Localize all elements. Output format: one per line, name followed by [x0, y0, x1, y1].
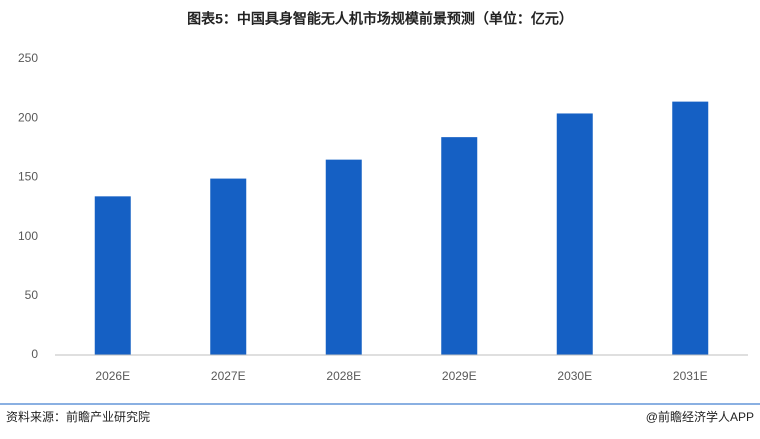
y-tick-label: 150 — [18, 170, 38, 184]
bar — [94, 196, 131, 355]
x-tick-label: 2030E — [557, 369, 592, 383]
bar — [325, 159, 362, 355]
x-tick-label: 2029E — [442, 369, 477, 383]
y-tick-label: 0 — [31, 347, 38, 361]
bar — [441, 137, 478, 355]
chart-title: 图表5：中国具身智能无人机市场规模前景预测（单位：亿元） — [187, 11, 573, 27]
y-tick-label: 50 — [25, 288, 39, 302]
x-tick-label: 2028E — [326, 369, 361, 383]
credit: @前瞻经济学人APP — [646, 409, 754, 424]
source: 资料来源：前瞻产业研究院 — [6, 409, 150, 424]
bar — [556, 113, 593, 356]
x-tick-label: 2031E — [673, 369, 708, 383]
y-tick-label: 100 — [18, 229, 38, 243]
bar — [210, 178, 247, 355]
x-tick-label: 2026E — [95, 369, 130, 383]
bar — [672, 101, 709, 356]
y-tick-label: 200 — [18, 110, 38, 124]
x-tick-label: 2027E — [211, 369, 246, 383]
y-tick-label: 250 — [18, 51, 38, 65]
